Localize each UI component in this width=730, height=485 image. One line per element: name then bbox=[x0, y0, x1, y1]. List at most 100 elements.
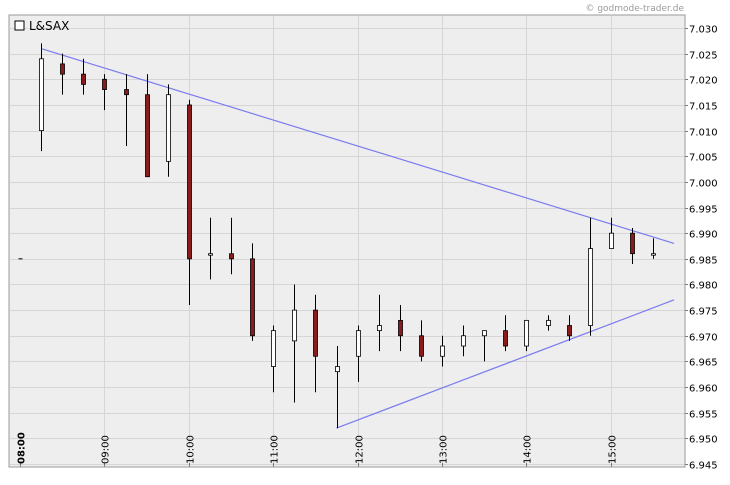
candle bbox=[60, 53, 65, 95]
plot-area bbox=[9, 15, 685, 467]
candle bbox=[335, 346, 340, 429]
candle-body bbox=[81, 73, 86, 85]
candle bbox=[187, 99, 192, 305]
candle bbox=[356, 325, 361, 382]
y-tick-label: 6.950 bbox=[689, 435, 718, 446]
candle-body bbox=[440, 345, 445, 357]
candle bbox=[102, 74, 107, 111]
trendline-layer bbox=[40, 47, 675, 429]
candle bbox=[503, 315, 508, 352]
y-tick-label: 6.960 bbox=[689, 384, 718, 395]
x-tick-label: 14:00 bbox=[523, 435, 534, 464]
y-tick-label: 7.010 bbox=[689, 128, 718, 139]
x-tick-label: 11:00 bbox=[270, 435, 281, 464]
candle-body bbox=[313, 309, 318, 357]
candle-body bbox=[588, 248, 593, 326]
candle bbox=[39, 43, 44, 152]
candle-body bbox=[503, 330, 508, 347]
legend: L&SAX bbox=[14, 19, 69, 33]
trendline-lower bbox=[336, 299, 675, 429]
candle bbox=[292, 284, 297, 403]
y-tick-label: 6.990 bbox=[689, 230, 718, 241]
candle-body bbox=[229, 253, 234, 260]
candle-body bbox=[292, 309, 297, 342]
candle-layer bbox=[18, 43, 656, 429]
candle-body bbox=[208, 253, 213, 256]
candle bbox=[482, 330, 487, 362]
candle-body bbox=[461, 335, 466, 347]
y-tick-label: 6.985 bbox=[689, 256, 718, 267]
candle bbox=[145, 74, 150, 178]
axis-layer: 7.030 7.025 7.020 7.015 7.010 7.005 7.000 6.995… bbox=[17, 25, 718, 472]
candle bbox=[398, 304, 403, 352]
candle bbox=[313, 294, 318, 393]
legend-swatch bbox=[14, 20, 25, 31]
candle-body bbox=[187, 104, 192, 260]
y-tick-label: 7.005 bbox=[689, 153, 718, 164]
candle bbox=[271, 325, 276, 393]
x-tick-label: 13:00 bbox=[439, 435, 450, 464]
candle bbox=[208, 217, 213, 280]
y-tick-label: 7.000 bbox=[689, 179, 718, 190]
y-tick-label: 6.945 bbox=[689, 461, 718, 472]
candle bbox=[440, 335, 445, 367]
candle-body bbox=[124, 89, 129, 96]
candle-body bbox=[377, 325, 382, 332]
copyright-text: © godmode-trader.de bbox=[585, 4, 684, 14]
candle-body bbox=[271, 330, 276, 367]
candle-body bbox=[102, 78, 107, 90]
candle bbox=[524, 319, 529, 352]
y-tick-label: 6.975 bbox=[689, 307, 718, 318]
x-tick-label: 09:00 bbox=[101, 435, 112, 464]
candle bbox=[609, 217, 614, 249]
trendline-upper bbox=[40, 47, 675, 245]
candle bbox=[124, 74, 129, 146]
candle bbox=[377, 294, 382, 352]
candle bbox=[419, 320, 424, 362]
candle bbox=[630, 228, 635, 264]
candle-body bbox=[609, 232, 614, 249]
candle-body bbox=[356, 330, 361, 357]
y-tick-label: 6.955 bbox=[689, 410, 718, 421]
candle bbox=[567, 315, 572, 341]
candle-body bbox=[398, 319, 403, 337]
candle bbox=[461, 325, 466, 357]
candle-body bbox=[630, 232, 635, 255]
y-tick-label: 6.995 bbox=[689, 205, 718, 216]
y-tick-label: 6.965 bbox=[689, 358, 718, 369]
x-tick-label: 08:00 bbox=[17, 432, 28, 464]
candle bbox=[546, 315, 551, 331]
candle bbox=[229, 217, 234, 275]
x-tick-label: 10:00 bbox=[186, 435, 197, 464]
candle-body bbox=[567, 325, 572, 337]
candle-body bbox=[250, 258, 255, 337]
y-tick-label: 6.970 bbox=[689, 333, 718, 344]
candle bbox=[250, 243, 255, 341]
candle-body bbox=[524, 319, 529, 347]
candle-body bbox=[145, 94, 150, 178]
legend-label: L&SAX bbox=[29, 19, 69, 33]
candle-body bbox=[60, 63, 65, 75]
candle-body bbox=[651, 253, 656, 256]
candle-body bbox=[546, 319, 551, 326]
candle bbox=[81, 58, 86, 95]
candle-body bbox=[482, 330, 487, 337]
x-tick-label: 15:00 bbox=[608, 435, 619, 464]
candle-body bbox=[39, 58, 44, 131]
y-tick-label: 7.015 bbox=[689, 102, 718, 113]
candle-body bbox=[335, 366, 340, 373]
grid-layer bbox=[10, 16, 685, 467]
candle bbox=[166, 84, 171, 177]
candle bbox=[651, 238, 656, 259]
y-tick-label: 7.025 bbox=[689, 51, 718, 62]
plot-border bbox=[8, 14, 686, 468]
candle bbox=[588, 217, 593, 336]
y-tick-label: 7.020 bbox=[689, 76, 718, 87]
y-tick-label: 6.980 bbox=[689, 281, 718, 292]
y-tick-label: 7.030 bbox=[689, 25, 718, 36]
candle-body bbox=[419, 335, 424, 357]
candle-body bbox=[166, 94, 171, 162]
x-tick-label: 12:00 bbox=[355, 435, 366, 464]
